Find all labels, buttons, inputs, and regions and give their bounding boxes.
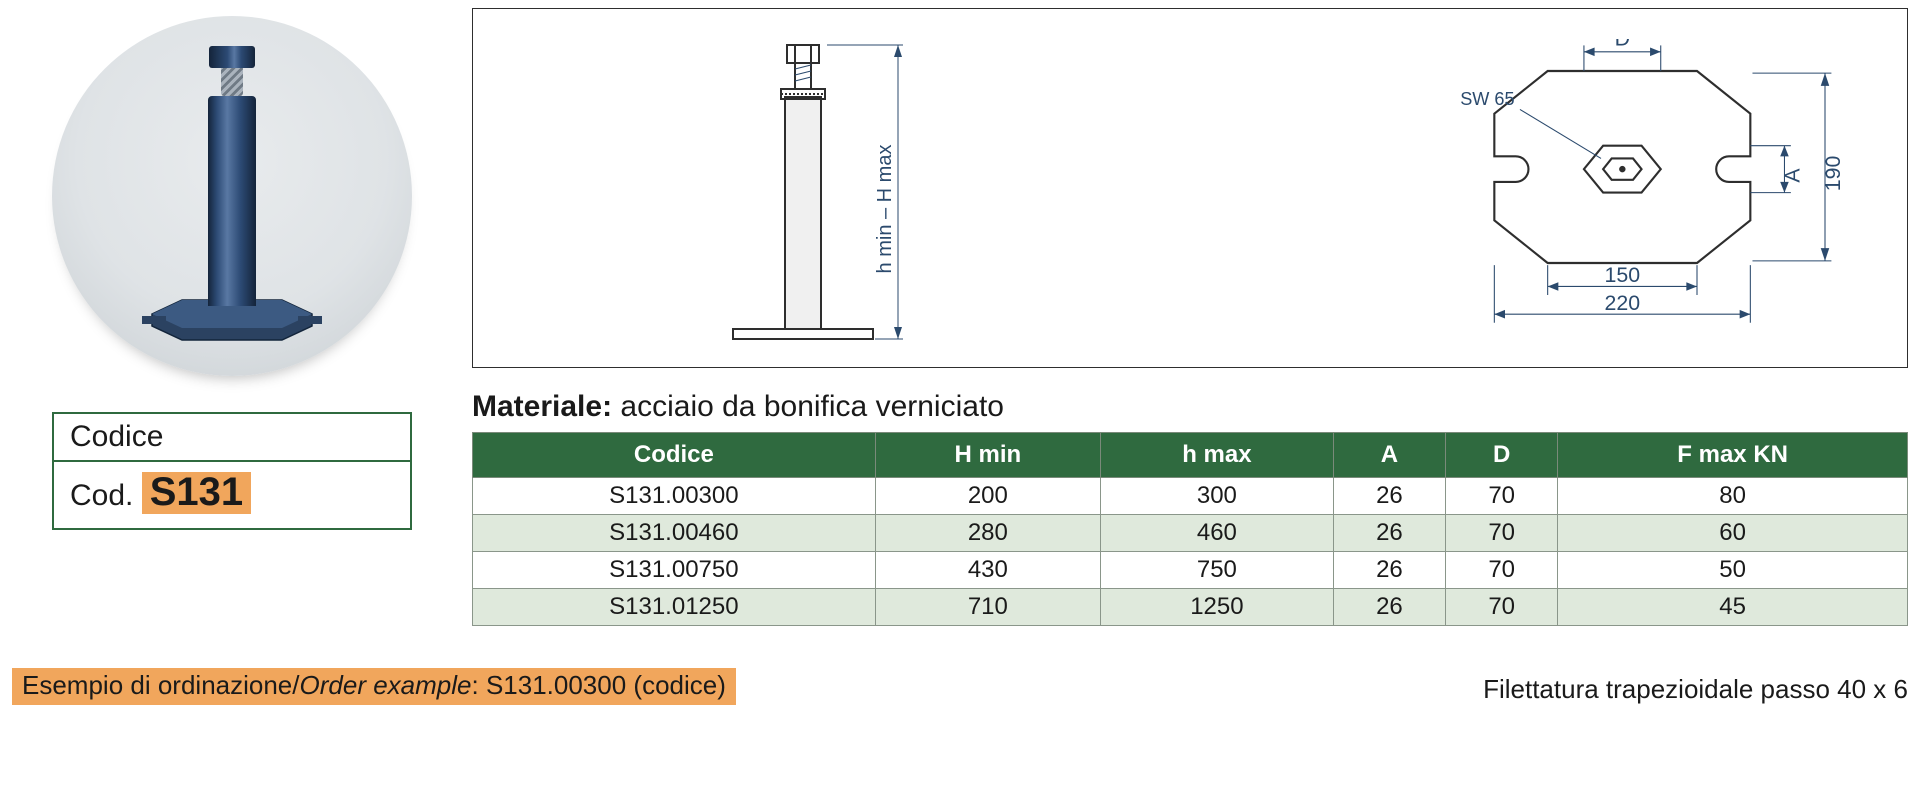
drawing-top-view: SW 65 D A 1 bbox=[1393, 39, 1873, 359]
table-cell: 26 bbox=[1333, 515, 1445, 552]
table-cell: S131.00460 bbox=[473, 515, 876, 552]
dim-190: 190 bbox=[1821, 155, 1845, 191]
table-cell: 1250 bbox=[1100, 589, 1333, 626]
table-header-row: CodiceH minh maxADF max KN bbox=[473, 433, 1908, 478]
table-col-header: A bbox=[1333, 433, 1445, 478]
table-cell: 70 bbox=[1446, 478, 1558, 515]
table-col-header: Codice bbox=[473, 433, 876, 478]
dim-height-label: h min – H max bbox=[874, 145, 896, 274]
table-cell: 80 bbox=[1558, 478, 1908, 515]
table-col-header: h max bbox=[1100, 433, 1333, 478]
table-cell: 710 bbox=[875, 589, 1100, 626]
table-cell: 45 bbox=[1558, 589, 1908, 626]
material-label: Materiale: bbox=[472, 390, 612, 423]
table-cell: 60 bbox=[1558, 515, 1908, 552]
dim-d-letter: D bbox=[1615, 39, 1630, 50]
spec-table: CodiceH minh maxADF max KN S131.00300200… bbox=[472, 432, 1908, 626]
table-cell: S131.00300 bbox=[473, 478, 876, 515]
table-row: S131.00750430750267050 bbox=[473, 552, 1908, 589]
table-col-header: D bbox=[1446, 433, 1558, 478]
table-cell: 26 bbox=[1333, 589, 1445, 626]
order-example-value: S131.00300 (codice) bbox=[486, 670, 726, 700]
table-cell: 460 bbox=[1100, 515, 1333, 552]
table-cell: 300 bbox=[1100, 478, 1333, 515]
material-value: acciaio da bonifica verniciato bbox=[620, 390, 1004, 423]
table-cell: 70 bbox=[1446, 515, 1558, 552]
table-row: S131.00460280460267060 bbox=[473, 515, 1908, 552]
table-body: S131.00300200300267080S131.0046028046026… bbox=[473, 478, 1908, 626]
table-row: S131.00300200300267080 bbox=[473, 478, 1908, 515]
material-line: Materiale: acciaio da bonifica verniciat… bbox=[472, 390, 1908, 424]
codice-prefix: Cod. bbox=[70, 479, 133, 512]
codice-value: S131 bbox=[142, 472, 251, 514]
table-cell: 280 bbox=[875, 515, 1100, 552]
table-cell: 50 bbox=[1558, 552, 1908, 589]
drawing-side-view: h min – H max bbox=[643, 19, 943, 359]
dim-sw-label: SW 65 bbox=[1460, 89, 1514, 109]
table-row: S131.012507101250267045 bbox=[473, 589, 1908, 626]
table-col-header: F max KN bbox=[1558, 433, 1908, 478]
codice-box-header: Codice bbox=[54, 414, 410, 462]
table-cell: S131.00750 bbox=[473, 552, 876, 589]
table-cell: 70 bbox=[1446, 589, 1558, 626]
product-image bbox=[52, 16, 412, 376]
table-cell: 200 bbox=[875, 478, 1100, 515]
dim-a-letter: A bbox=[1780, 168, 1804, 183]
table-cell: 70 bbox=[1446, 552, 1558, 589]
table-cell: S131.01250 bbox=[473, 589, 876, 626]
thread-note: Filettatura trapezioidale passo 40 x 6 bbox=[1483, 674, 1908, 705]
order-example: Esempio di ordinazione/Order example: S1… bbox=[12, 668, 736, 705]
dim-150: 150 bbox=[1605, 263, 1641, 287]
codice-box: Codice Cod. S131 bbox=[52, 412, 412, 530]
dim-220: 220 bbox=[1605, 291, 1641, 315]
table-col-header: H min bbox=[875, 433, 1100, 478]
table-cell: 430 bbox=[875, 552, 1100, 589]
table-cell: 750 bbox=[1100, 552, 1333, 589]
order-example-it: Esempio di ordinazione bbox=[22, 670, 292, 700]
order-example-en: Order example bbox=[300, 670, 472, 700]
technical-drawing-panel: h min – H max SW 65 D bbox=[472, 8, 1908, 368]
table-cell: 26 bbox=[1333, 552, 1445, 589]
table-cell: 26 bbox=[1333, 478, 1445, 515]
